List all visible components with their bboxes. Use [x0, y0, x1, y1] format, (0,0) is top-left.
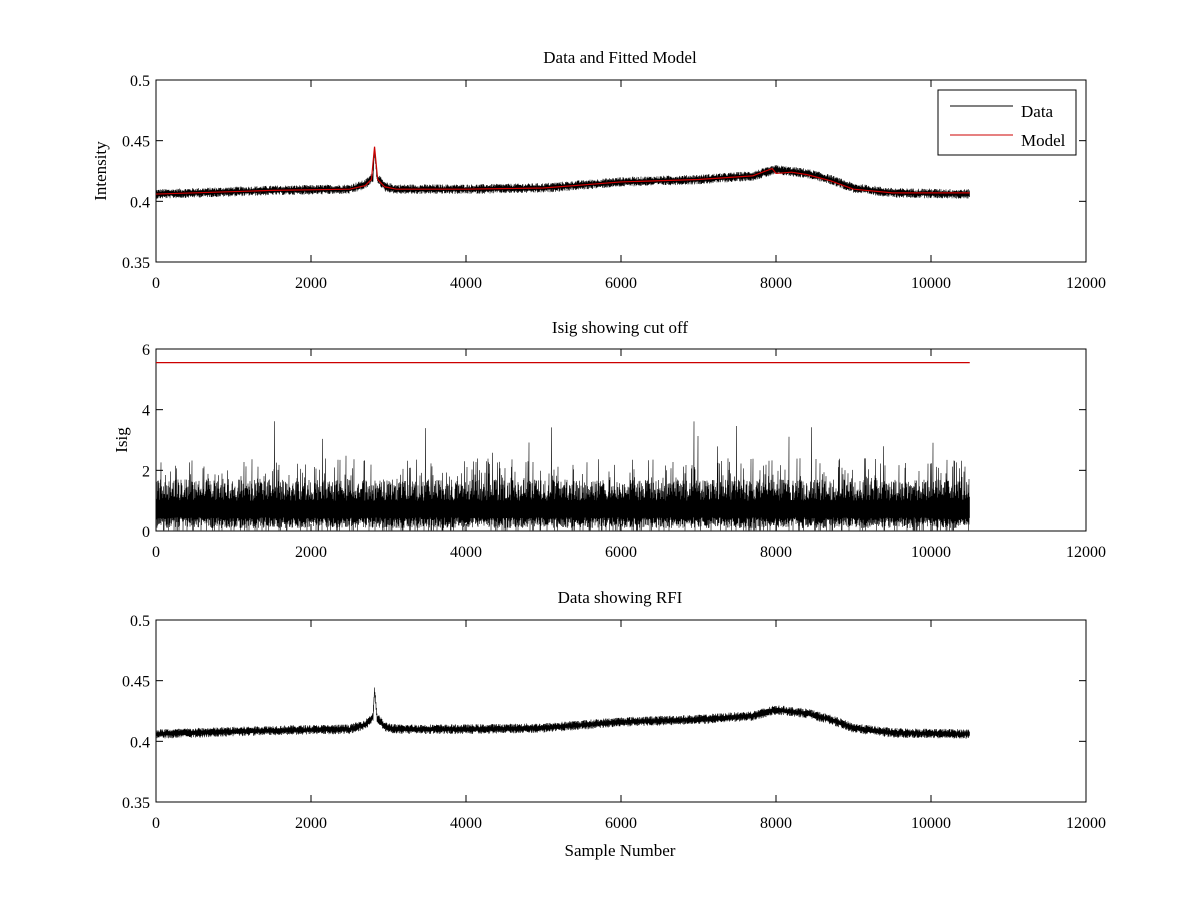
panel-2-plot-area: 0 2000 4000 6000 8000 10000 12000 0 2 4 6 [142, 342, 1106, 561]
panel-2-series-layer [155, 362, 970, 531]
panel-1-ylabel: Intensity [91, 141, 110, 201]
panel-1-series-layer [155, 146, 970, 199]
panel-1-ytick-label: 0.4 [130, 194, 150, 211]
panel-1-xtick-label: 4000 [450, 275, 482, 292]
panel-3-series-1-line [155, 687, 970, 739]
panel-3-xtick-label: 0 [152, 815, 160, 832]
legend-label-model: Model [1021, 131, 1066, 150]
panel-1-ytick-label: 0.45 [122, 134, 150, 151]
panel-3-xtick-label: 10000 [911, 815, 951, 832]
panel-1-xtick-label: 2000 [295, 275, 327, 292]
panel-3-ytick-label: 0.35 [122, 795, 150, 812]
panel-3-axes-box [155, 619, 1087, 803]
panel-2-xtick-label: 10000 [911, 544, 951, 561]
panel-1-title: Data and Fitted Model [543, 48, 697, 67]
panel-3-xtick-label: 2000 [295, 815, 327, 832]
panel-2-xtick-label: 0 [152, 544, 160, 561]
panel-2-xtick-label: 4000 [450, 544, 482, 561]
panel-2-xtick-label: 6000 [605, 544, 637, 561]
panel-2-ytick-label: 0 [142, 524, 150, 541]
panel-data-and-fitted-model: Data and Fitted Model Intensity 0 2000 400… [91, 48, 1106, 292]
panel-2-ytick-label: 6 [142, 342, 150, 359]
panel-3-series-layer [155, 687, 970, 739]
panel-1-xtick-label: 8000 [760, 275, 792, 292]
panel-2-title: Isig showing cut off [552, 318, 688, 337]
panel-3-ytick-label: 0.4 [130, 734, 150, 751]
panel-1-ticks: 0 2000 4000 6000 8000 10000 12000 0.35 0.4 0.45 0.… [122, 73, 1106, 292]
panel-1-xtick-label: 12000 [1066, 275, 1106, 292]
panel-2-series-1-line [155, 421, 970, 531]
panel-isig-showing-cut-off: Isig showing cut off Isig 0 2000 4000 6000 8… [112, 318, 1106, 561]
panel-1-xtick-label: 10000 [911, 275, 951, 292]
panel-3-plot-area: 0 2000 4000 6000 8000 10000 12000 0.35 0.4 0.45 0.… [122, 613, 1106, 832]
panel-2-xtick-label: 2000 [295, 544, 327, 561]
panel-2-ticks: 0 2000 4000 6000 8000 10000 12000 0 2 4 6 [142, 342, 1106, 561]
panel-3-xtick-label: 4000 [450, 815, 482, 832]
legend: Data Model [937, 89, 1077, 156]
panel-3-xtick-label: 8000 [760, 815, 792, 832]
panel-1-ytick-label: 0.5 [130, 73, 150, 90]
panel-1-axes-box [155, 79, 1087, 263]
panel-2-ytick-label: 4 [142, 403, 150, 420]
panel-3-xlabel: Sample Number [565, 841, 676, 860]
panel-3-xtick-label: 12000 [1066, 815, 1106, 832]
panel-data-showing-rfi: Data showing RFI Sample Number 0 2000 4000… [122, 588, 1106, 860]
panel-3-title: Data showing RFI [558, 588, 683, 607]
panel-3-ytick-label: 0.5 [130, 613, 150, 630]
panel-1-ytick-label: 0.35 [122, 255, 150, 272]
panel-1-series-2-line [155, 146, 970, 195]
panel-1-plot-area: 0 2000 4000 6000 8000 10000 12000 0.35 0.4 0.45 0.… [122, 73, 1106, 292]
legend-label-data: Data [1021, 102, 1054, 121]
panel-2-ylabel: Isig [112, 427, 131, 453]
panel-3-ticks: 0 2000 4000 6000 8000 10000 12000 0.35 0.4 0.45 0.… [122, 613, 1106, 832]
legend-box [937, 89, 1077, 156]
panel-1-xtick-label: 6000 [605, 275, 637, 292]
panel-1-xtick-label: 0 [152, 275, 160, 292]
panel-3-ytick-label: 0.45 [122, 674, 150, 691]
panel-3-xtick-label: 6000 [605, 815, 637, 832]
panel-2-ytick-label: 2 [142, 463, 150, 480]
panel-2-xtick-label: 12000 [1066, 544, 1106, 561]
panel-2-xtick-label: 8000 [760, 544, 792, 561]
